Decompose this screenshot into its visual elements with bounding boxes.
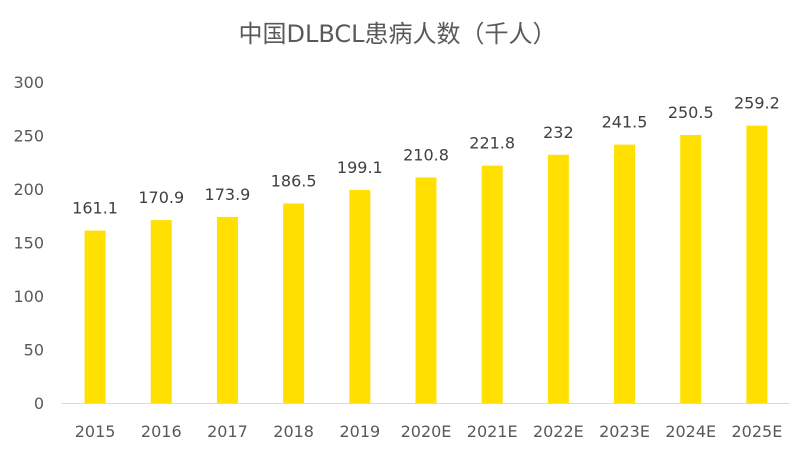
x-tick-label: 2025E (731, 422, 782, 441)
data-label: 241.5 (602, 113, 648, 132)
data-label: 250.5 (668, 103, 714, 122)
y-axis: 0 50 100 150 200 250 300 (13, 73, 44, 413)
y-tick-label: 200 (13, 180, 44, 199)
data-label: 210.8 (403, 145, 449, 164)
y-tick-label: 150 (13, 234, 44, 253)
x-tick-label: 2017 (207, 422, 248, 441)
bar (680, 134, 702, 403)
y-tick-label: 250 (13, 127, 44, 146)
bar (481, 165, 503, 403)
x-tick-label: 2020E (401, 422, 452, 441)
data-label: 170.9 (138, 188, 184, 207)
data-label: 186.5 (271, 171, 317, 190)
x-axis: 2015 2016 2017 2018 2019 2020E 2021E 2022E 2023E… (62, 403, 790, 441)
data-label: 173.9 (205, 185, 251, 204)
bar (283, 203, 305, 403)
bar (349, 189, 371, 403)
y-tick-label: 100 (13, 287, 44, 306)
data-label: 161.1 (72, 199, 118, 218)
chart-title: 中国DLBCL患病人数（千人） (238, 20, 557, 48)
bar (415, 177, 437, 403)
y-tick-label: 300 (13, 73, 44, 92)
x-tick-label: 2021E (467, 422, 518, 441)
x-tick-label: 2016 (141, 422, 182, 441)
x-tick-label: 2018 (273, 422, 314, 441)
x-tick-label: 2015 (75, 422, 116, 441)
x-tick-label: 2023E (599, 422, 650, 441)
bar (746, 125, 768, 403)
bar (614, 144, 636, 403)
data-label: 199.1 (337, 158, 383, 177)
x-tick-label: 2024E (665, 422, 716, 441)
y-tick-label: 50 (24, 341, 44, 360)
data-label: 221.8 (469, 134, 515, 153)
bar (150, 220, 172, 403)
bar (547, 154, 569, 403)
data-label: 259.2 (734, 94, 780, 113)
bars-group: 161.1 170.9 173.9 186.5 199.1 210.8 221.8 232 24… (72, 94, 780, 403)
bar (84, 230, 106, 403)
y-tick-label: 0 (34, 394, 44, 413)
x-tick-label: 2019 (339, 422, 380, 441)
data-label: 232 (543, 123, 574, 142)
bar (216, 216, 238, 403)
x-tick-label: 2022E (533, 422, 584, 441)
